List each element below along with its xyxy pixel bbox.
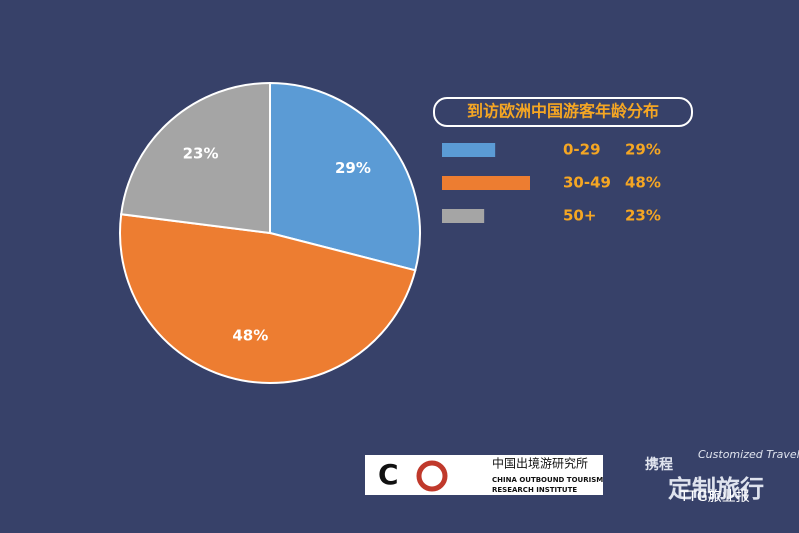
- logo-text: 中国出境游研究所: [492, 456, 588, 471]
- pie-slice: [269, 81, 421, 272]
- legend-label: 50+: [563, 207, 596, 225]
- ctrip-logo: 携程 定制旅行 Customized Travel: [645, 448, 799, 503]
- legend-label: 0-29: [563, 141, 601, 159]
- logo-text: CHINA OUTBOUND TOURISM: [492, 476, 603, 484]
- legend-bar: [442, 176, 530, 190]
- legend-label: 30-49: [563, 174, 611, 192]
- cotri-logo: C 中国出境游研究所 CHINA OUTBOUND TOURISM RESEAR…: [365, 455, 603, 495]
- logo-mark: C: [378, 458, 399, 491]
- pie-slice: [120, 81, 271, 235]
- legend-value: 29%: [625, 141, 661, 159]
- logo-mark: [416, 460, 448, 492]
- chart-title: 到访欧洲中国游客年龄分布: [467, 102, 659, 121]
- pie-slice: [119, 213, 417, 384]
- logo-text: RESEARCH INSTITUTE: [492, 486, 577, 494]
- slice-label: 29%: [335, 159, 371, 177]
- logo-text: Customized Travel: [698, 448, 799, 461]
- legend-value: 48%: [625, 174, 661, 192]
- logo-box: [365, 455, 603, 495]
- legend-value: 23%: [625, 207, 661, 225]
- logo-text: 携程: [645, 456, 673, 473]
- slice-label: 23%: [183, 145, 219, 163]
- account-name: TTG旅业报: [679, 489, 750, 505]
- title-box: [433, 97, 693, 127]
- slice-label: 48%: [232, 327, 268, 345]
- legend-bar: [442, 143, 496, 157]
- logo-text: 定制旅行: [668, 475, 764, 503]
- legend-bar: [442, 209, 485, 223]
